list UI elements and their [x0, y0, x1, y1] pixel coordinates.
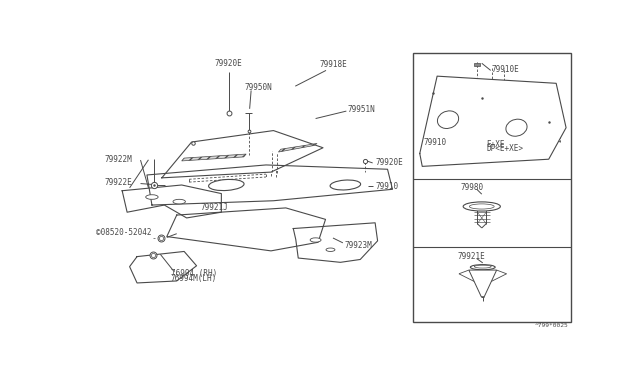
Ellipse shape — [146, 195, 158, 199]
Text: 79923M: 79923M — [344, 241, 372, 250]
Text: 79921E: 79921E — [458, 252, 486, 261]
Text: 76994M(LH): 76994M(LH) — [171, 275, 217, 283]
Ellipse shape — [506, 119, 527, 136]
Text: ©08520-52042: ©08520-52042 — [96, 228, 152, 237]
Ellipse shape — [470, 264, 495, 270]
Ellipse shape — [173, 199, 186, 204]
Polygon shape — [122, 185, 221, 218]
Text: 79918E: 79918E — [319, 60, 347, 69]
Text: 79920E: 79920E — [375, 158, 403, 167]
Polygon shape — [182, 154, 246, 161]
Text: 79980: 79980 — [460, 183, 483, 192]
Text: 79922E: 79922E — [105, 178, 132, 187]
Text: 79910: 79910 — [375, 182, 398, 191]
Text: 79950N: 79950N — [244, 83, 273, 92]
Text: ^799*0025: ^799*0025 — [535, 323, 568, 328]
Text: 76994 (RH): 76994 (RH) — [171, 269, 217, 278]
Text: 79910E: 79910E — [492, 65, 520, 74]
Ellipse shape — [330, 180, 360, 190]
Text: 79951N: 79951N — [348, 105, 376, 113]
Bar — [474, 63, 480, 65]
Ellipse shape — [209, 179, 244, 190]
Ellipse shape — [437, 111, 459, 128]
Text: 79920E: 79920E — [215, 59, 243, 68]
Text: E+XE: E+XE — [486, 140, 505, 150]
Ellipse shape — [310, 238, 321, 242]
Text: 79922M: 79922M — [105, 155, 132, 164]
Ellipse shape — [474, 265, 491, 268]
Polygon shape — [167, 208, 326, 251]
Bar — [413, 53, 571, 323]
Ellipse shape — [469, 204, 494, 209]
Polygon shape — [278, 144, 317, 152]
Polygon shape — [420, 76, 566, 166]
Ellipse shape — [463, 202, 500, 211]
Polygon shape — [162, 131, 323, 178]
Polygon shape — [147, 165, 392, 205]
Polygon shape — [129, 251, 196, 283]
Polygon shape — [469, 270, 497, 297]
Polygon shape — [293, 223, 378, 262]
Text: 79910: 79910 — [424, 138, 447, 147]
Text: 79921J: 79921J — [200, 203, 228, 212]
Ellipse shape — [326, 248, 335, 251]
Text: DP<E+XE>: DP<E+XE> — [486, 144, 524, 153]
